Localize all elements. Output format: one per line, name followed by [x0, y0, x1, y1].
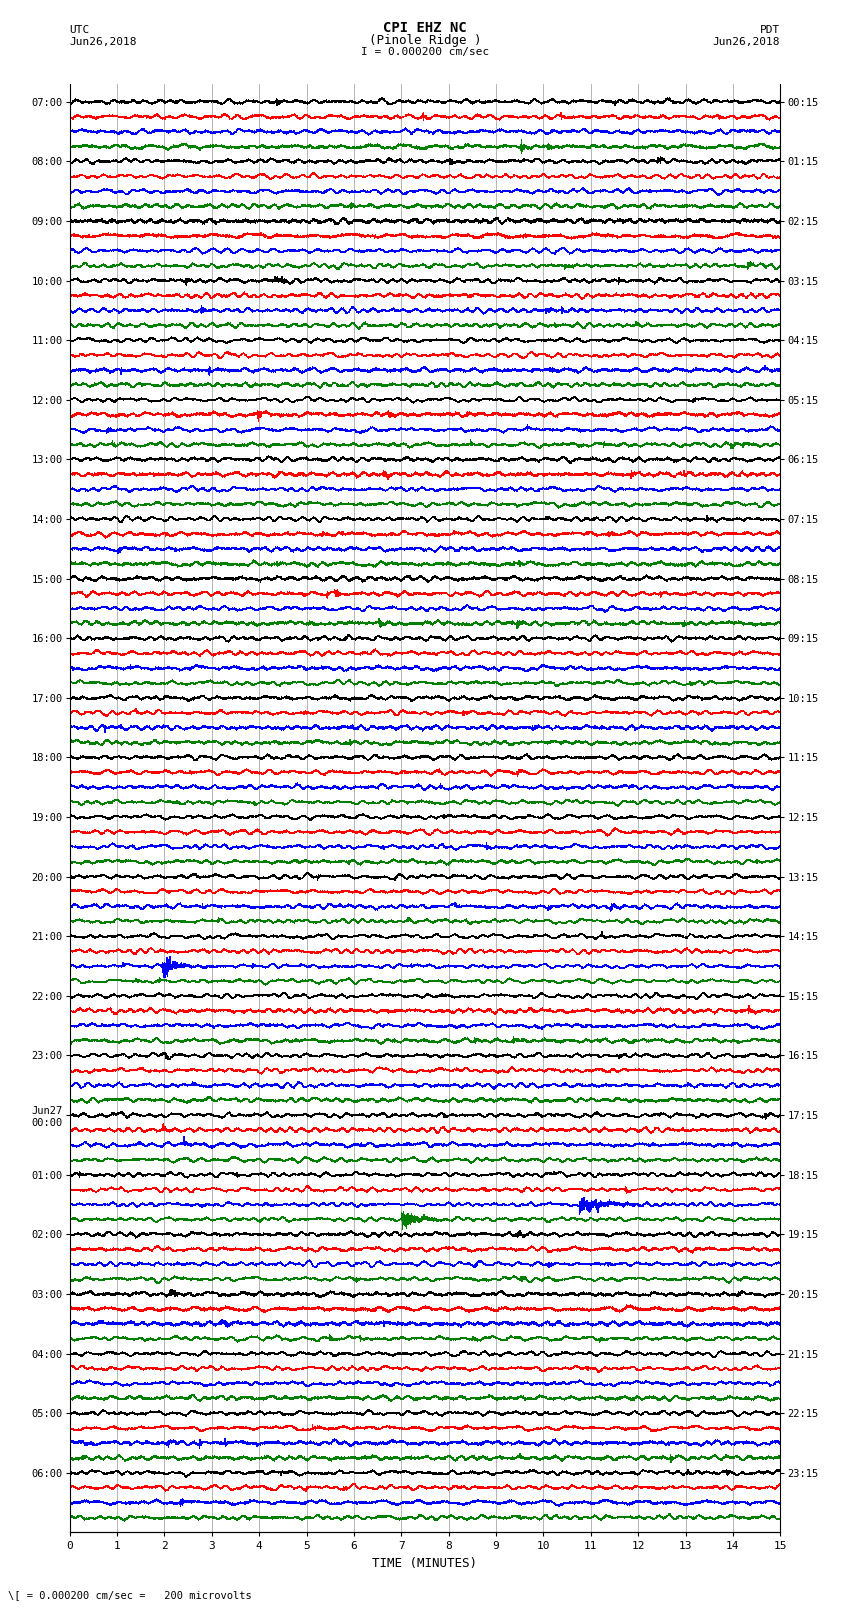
Text: (Pinole Ridge ): (Pinole Ridge ): [369, 34, 481, 47]
X-axis label: TIME (MINUTES): TIME (MINUTES): [372, 1557, 478, 1569]
Text: UTC: UTC: [70, 24, 90, 35]
Text: I = 0.000200 cm/sec: I = 0.000200 cm/sec: [361, 47, 489, 58]
Text: Jun26,2018: Jun26,2018: [713, 37, 780, 47]
Text: \[ = 0.000200 cm/sec =   200 microvolts: \[ = 0.000200 cm/sec = 200 microvolts: [8, 1590, 252, 1600]
Text: CPI EHZ NC: CPI EHZ NC: [383, 21, 467, 35]
Text: Jun26,2018: Jun26,2018: [70, 37, 137, 47]
Text: PDT: PDT: [760, 24, 780, 35]
